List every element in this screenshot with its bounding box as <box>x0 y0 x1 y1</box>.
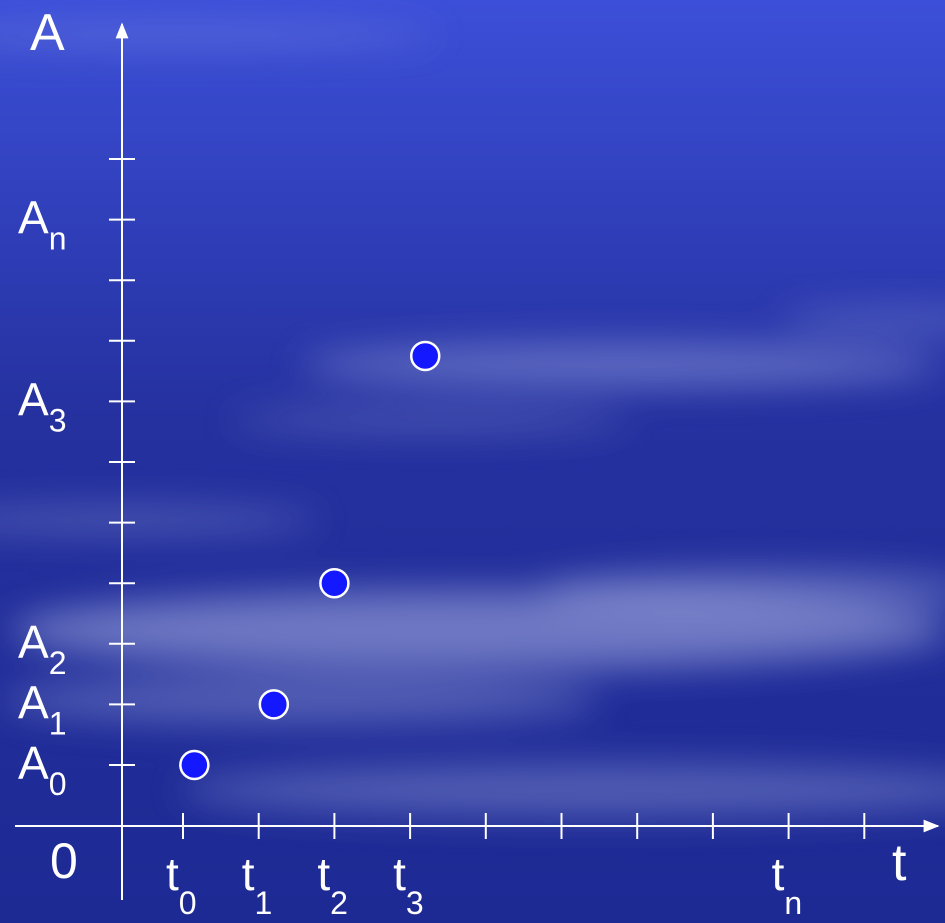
origin-label: 0 <box>50 833 78 889</box>
y-tick-label-1: A1 <box>18 676 66 741</box>
y-tick-label-2: A2 <box>18 616 66 681</box>
data-point-2 <box>319 567 350 599</box>
data-points <box>179 340 441 781</box>
y-axis-title: A <box>30 4 65 62</box>
x-axis-label: t <box>892 834 907 892</box>
cloud-streaks <box>0 25 945 816</box>
x-ticks: t0 t1 t2 t3 tn <box>166 813 866 921</box>
x-tick-label-2: t2 <box>317 848 348 921</box>
data-point-0 <box>179 749 210 781</box>
x-tick-label-1: t1 <box>242 848 273 921</box>
y-axis-label: A <box>30 4 65 62</box>
y-tick-label-6: A3 <box>18 373 66 438</box>
data-point-3 <box>409 340 441 372</box>
y-tick-label-0: A0 <box>18 737 66 802</box>
y-tick-label-9: An <box>18 192 66 257</box>
x-tick-label-0: t0 <box>166 848 197 921</box>
x-axis-title: t <box>892 834 907 892</box>
x-tick-label-8: tn <box>772 848 803 921</box>
x-tick-label-3: t3 <box>393 848 424 921</box>
data-point-1 <box>258 689 290 720</box>
